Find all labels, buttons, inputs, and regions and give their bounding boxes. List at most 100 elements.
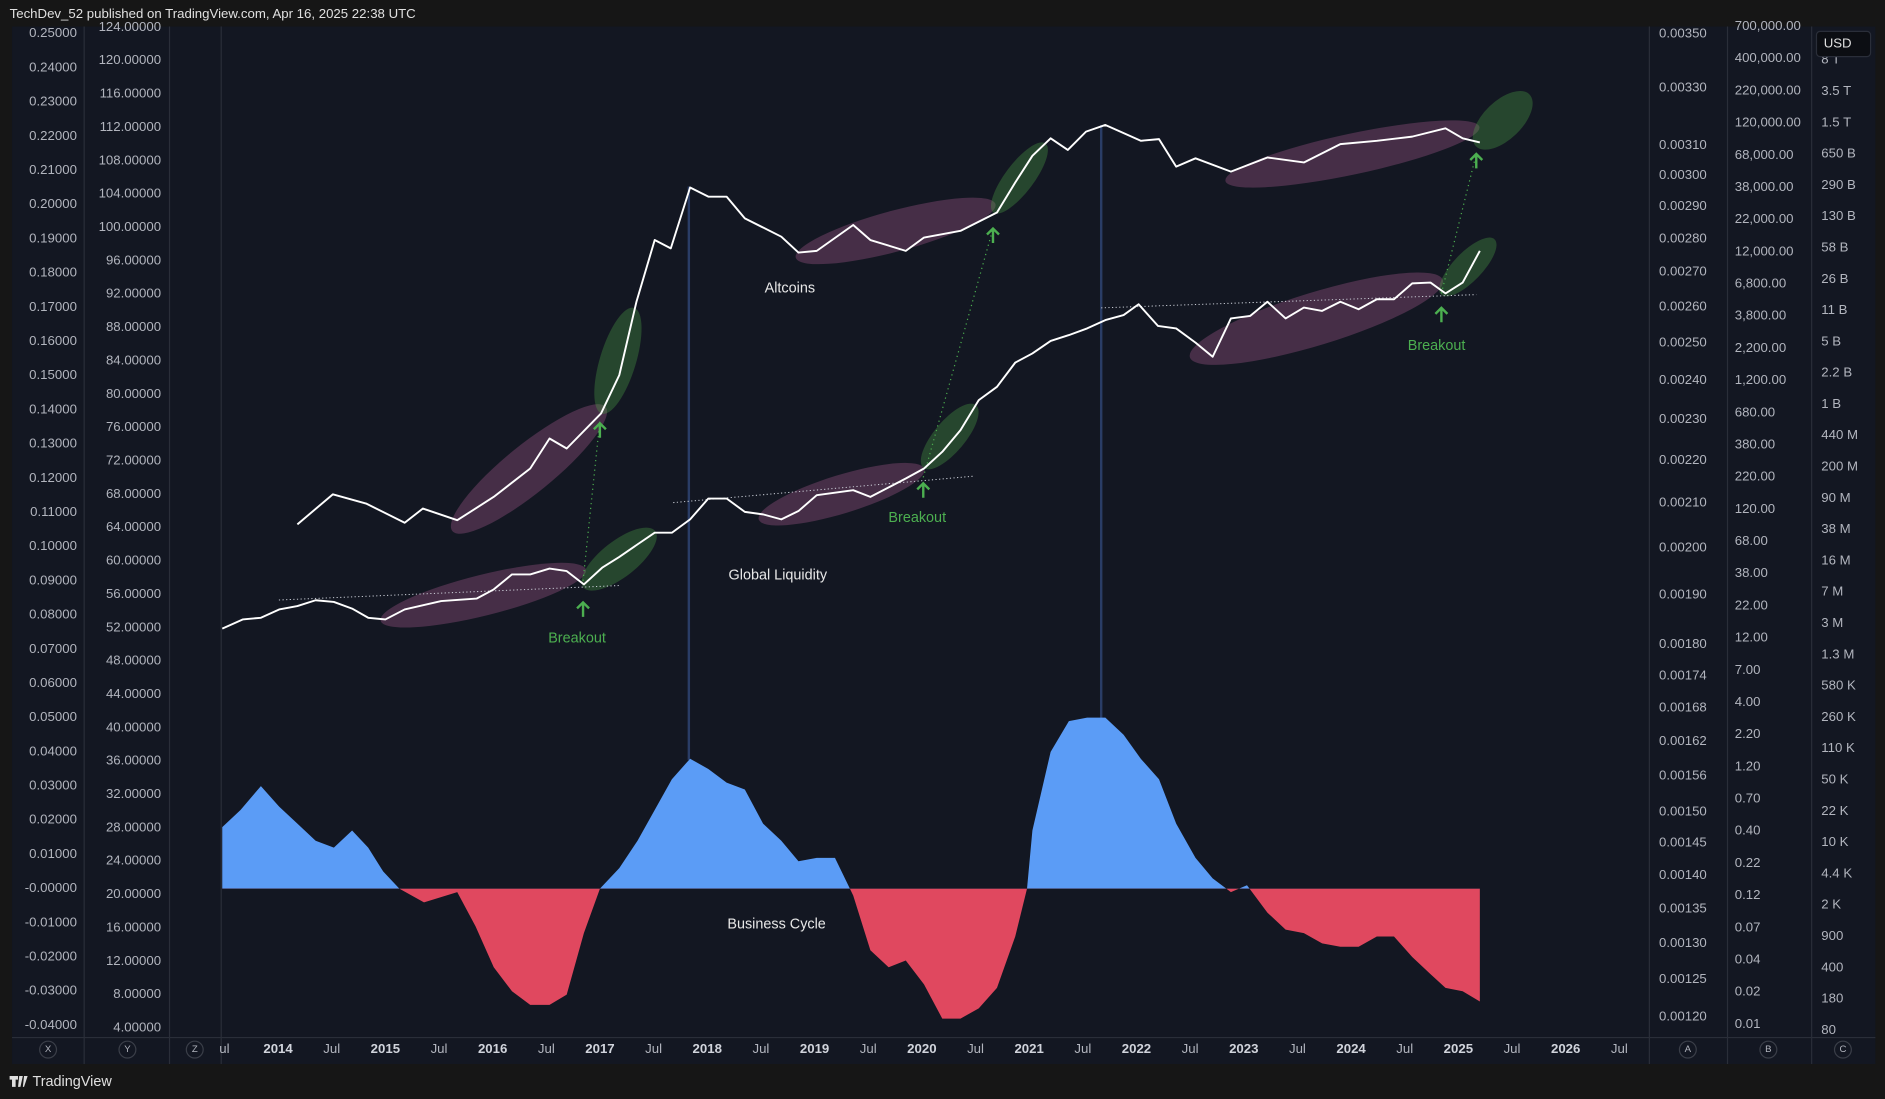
series-line [221, 250, 1481, 630]
y5-tick-label: 2 K [1821, 897, 1841, 912]
y2-tick-label: 0.19000 [29, 230, 77, 245]
y-tick-label: 20.00000 [106, 886, 161, 901]
y-tick-label: 28.00000 [106, 819, 161, 834]
y4-tick-label: 120.00 [1735, 501, 1775, 516]
y-tick-label: 48.00000 [106, 653, 161, 668]
x-tick-label: 2026 [1551, 1041, 1580, 1056]
y5-tick-label: 3 M [1821, 615, 1843, 630]
y-tick-label: 72.00000 [106, 453, 161, 468]
y-tick-label: 52.00000 [106, 619, 161, 634]
y2-tick-label: 0.08000 [29, 607, 77, 622]
y4-tick-label: 0.22 [1735, 855, 1761, 870]
y3-tick-label: 0.00140 [1659, 867, 1707, 882]
y5-tick-label: 4.4 K [1821, 865, 1852, 880]
y5-tick-label: 80 [1821, 1022, 1836, 1037]
y4-tick-label: 400,000.00 [1735, 50, 1801, 65]
series-layer [221, 123, 1481, 1019]
axis-badge [118, 1040, 137, 1059]
annotation: Breakout [1408, 338, 1466, 354]
axis-letters: X Y Z A B C [39, 1040, 1852, 1059]
y5-tick-label: 11 B [1821, 302, 1847, 317]
y2-tick-label: 0.03000 [29, 778, 77, 793]
y3-tick-label: 0.00330 [1659, 79, 1707, 94]
y5-tick-label: 580 K [1821, 678, 1856, 693]
axis-letter: B [1765, 1044, 1771, 1055]
arrow [986, 226, 1000, 243]
series-label: Global Liquidity [729, 568, 828, 584]
series-line [296, 123, 1481, 526]
highlight [920, 403, 979, 470]
y-tick-label: 40.00000 [106, 719, 161, 734]
y4-tick-label: 680.00 [1735, 404, 1775, 419]
y3-tick-label: 0.00162 [1659, 733, 1707, 748]
y5-tick-label: 22 K [1821, 803, 1848, 818]
y3-tick-label: 0.00174 [1659, 667, 1707, 682]
y4-tick-label: 380.00 [1735, 436, 1775, 451]
x-tick-label: 2015 [371, 1041, 400, 1056]
currency[interactable]: USD [1824, 35, 1852, 50]
drawings [278, 125, 1484, 760]
y3-tick-label: 0.00290 [1659, 198, 1707, 213]
currency-box[interactable] [1815, 30, 1872, 58]
y-tick-label: 60.00000 [106, 553, 161, 568]
publish-info: TechDev_52 published on TradingView.com,… [10, 6, 417, 21]
y-tick-label: 84.00000 [106, 352, 161, 367]
axis-letter: X [45, 1044, 52, 1055]
highlight [795, 197, 996, 265]
x-tick-label: 2016 [478, 1041, 507, 1056]
y-tick-label: 24.00000 [106, 853, 161, 868]
y-tick-label: 108.00000 [99, 152, 162, 167]
y-tick-label: 124.00000 [99, 19, 162, 34]
y4-tick-label: 0.07 [1735, 919, 1761, 934]
y3-tick-label: 0.00280 [1659, 230, 1707, 245]
y5-tick-label: 90 M [1821, 490, 1850, 505]
y3-tick-label: 0.00120 [1659, 1009, 1707, 1024]
x-tick-label: 2023 [1229, 1041, 1258, 1056]
axis-letter: Z [192, 1044, 198, 1055]
x-tick-label: Jul [967, 1041, 984, 1056]
y4-tick-label: 0.40 [1735, 823, 1761, 838]
y2-tick-label: 0.21000 [29, 162, 77, 177]
x-tick-label: 2024 [1336, 1041, 1366, 1056]
annotation: Breakout [548, 630, 606, 646]
y4-tick-label: 0.04 [1735, 951, 1761, 966]
y-tick-label: 68.00000 [106, 486, 161, 501]
logo [9, 1076, 28, 1087]
y5-tick-label: 650 B [1821, 146, 1856, 161]
y4-tick-label: 220,000.00 [1735, 82, 1801, 97]
y3-tick-label: 0.00150 [1659, 804, 1707, 819]
y3-tick-label: 0.00300 [1659, 167, 1707, 182]
y-tick-label: 96.00000 [106, 252, 161, 267]
y4-tick-label: 0.12 [1735, 887, 1761, 902]
x-tick-label: Jul [1504, 1041, 1521, 1056]
y2-tick-label: 0.06000 [29, 675, 77, 690]
y3-tick-label: 0.00250 [1659, 334, 1707, 349]
y-tick-label: 92.00000 [106, 286, 161, 301]
y3-tick-label: 0.00156 [1659, 768, 1707, 783]
y5-tick-label: 38 M [1821, 521, 1850, 536]
axis-badge [1759, 1040, 1778, 1059]
y-tick-label: 112.00000 [100, 119, 162, 134]
y2-tick-label: 0.24000 [29, 59, 77, 74]
y5-tick-label: 7 M [1821, 584, 1843, 599]
arrow [593, 421, 607, 438]
y2-tick-label: 0.04000 [29, 743, 77, 758]
y2-tick-label: 0.12000 [29, 470, 77, 485]
y4-tick-label: 120,000.00 [1735, 115, 1801, 130]
annotation: Breakout [888, 510, 946, 526]
y5-tick-label: 290 B [1821, 177, 1856, 192]
y3-tick-label: 0.00240 [1659, 372, 1707, 387]
y4-tick-label: 2,200.00 [1735, 340, 1786, 355]
highlight [1189, 272, 1444, 365]
x-tick-label: 2020 [907, 1041, 936, 1056]
y3-tick-label: 0.00190 [1659, 586, 1707, 601]
y4-tick-label: 0.70 [1735, 791, 1761, 806]
area-negative [222, 888, 1480, 1019]
y4-tick-label: 68,000.00 [1735, 147, 1794, 162]
y-tick-label: 64.00000 [106, 519, 161, 534]
currency-badge: USD [1815, 30, 1872, 58]
arrow [1469, 152, 1484, 169]
y2-tick-label: 0.11000 [30, 504, 77, 519]
